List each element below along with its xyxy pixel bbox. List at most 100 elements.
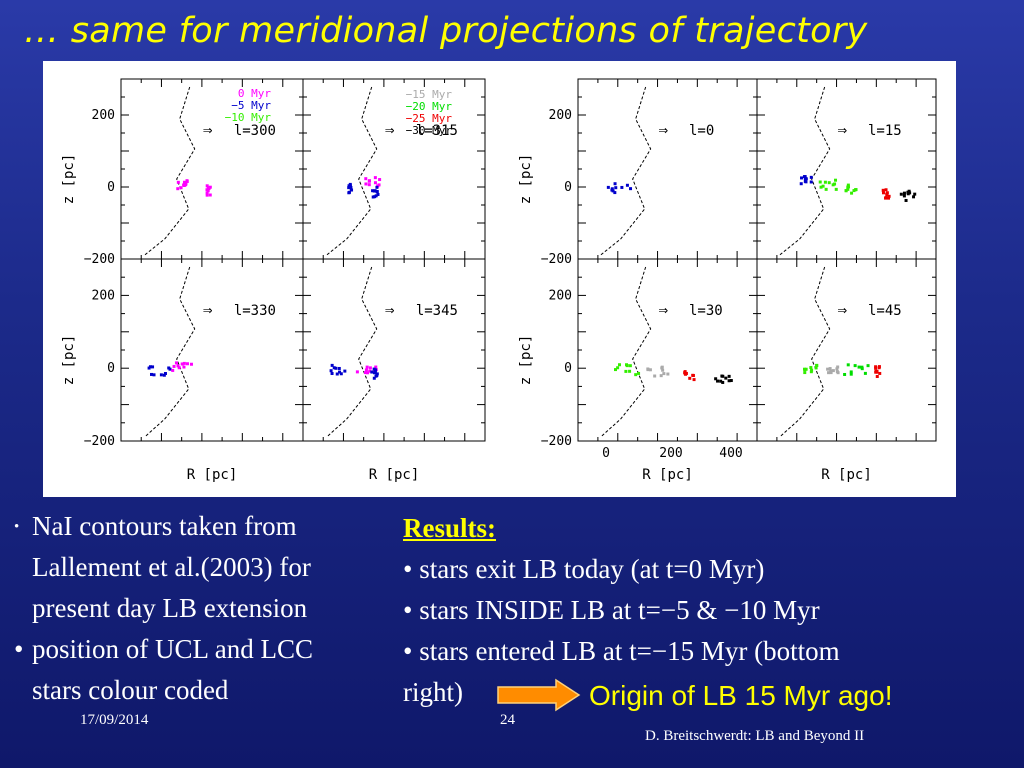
panel-label: l=300 (234, 123, 276, 139)
y-tick-label: 200 (549, 288, 572, 303)
star-point (373, 176, 377, 180)
star-point (849, 370, 853, 374)
star-point (912, 195, 916, 199)
nai-contour (144, 86, 196, 256)
star-point (176, 364, 180, 368)
star-point (338, 370, 342, 374)
star-point (844, 189, 848, 193)
star-point (815, 364, 819, 368)
star-point (162, 373, 166, 377)
star-point (180, 362, 184, 366)
star-point (205, 184, 209, 188)
star-point (616, 366, 620, 370)
panel-label: l=30 (689, 303, 723, 319)
star-point (877, 366, 881, 370)
star-point (874, 370, 878, 374)
right-arrow-icon (497, 678, 581, 712)
star-point (151, 365, 155, 369)
star-point (620, 185, 624, 189)
panel-frame (302, 78, 486, 260)
star-point (843, 372, 847, 376)
y-tick-label: 0 (564, 361, 572, 376)
star-point (904, 198, 908, 202)
panel-frame (756, 78, 937, 260)
bullet-line: Lallement et al.(2003) for (32, 552, 311, 583)
star-point (827, 371, 831, 375)
star-point (182, 361, 186, 365)
panel-label: l=15 (868, 123, 902, 139)
star-point (906, 190, 910, 194)
y-axis-label: z [pc] (61, 154, 77, 205)
star-point (613, 182, 617, 186)
star-point (373, 181, 377, 185)
star-point (800, 176, 804, 180)
star-point (653, 374, 657, 378)
result-item: • stars INSIDE LB at t=−5 & −10 Myr (403, 595, 820, 626)
star-point (364, 371, 368, 375)
nai-contour (326, 266, 378, 438)
x-tick-label: 400 (719, 446, 742, 461)
star-point (365, 365, 369, 369)
star-point (378, 178, 382, 182)
star-point (834, 187, 838, 191)
nai-contour (779, 86, 831, 256)
star-point (881, 188, 885, 192)
star-point (666, 372, 670, 376)
star-point (375, 374, 379, 378)
star-point (625, 363, 629, 367)
y-tick-label: −200 (541, 434, 572, 449)
star-point (860, 367, 864, 371)
star-point (829, 371, 833, 375)
legend-entry: −15 Myr (406, 88, 453, 101)
star-point (854, 188, 858, 192)
star-point (377, 183, 381, 187)
star-point (185, 179, 189, 183)
star-point (614, 186, 618, 190)
star-point (182, 180, 186, 184)
star-point (835, 370, 839, 374)
star-point (714, 377, 718, 381)
star-point (899, 192, 903, 196)
star-point (902, 194, 906, 198)
star-point (834, 178, 838, 182)
star-point (823, 180, 827, 184)
star-point (343, 369, 347, 373)
star-point (637, 371, 641, 375)
star-point (662, 372, 666, 376)
x-axis-label: R [pc] (821, 467, 872, 483)
star-point (375, 185, 379, 189)
star-point (850, 191, 854, 195)
star-point (332, 366, 336, 370)
star-point (836, 365, 840, 369)
star-point (371, 189, 375, 193)
star-point (852, 189, 856, 193)
star-point (167, 366, 171, 370)
star-point (659, 374, 663, 378)
star-point (349, 188, 353, 192)
y-tick-label: 200 (92, 288, 115, 303)
star-point (372, 189, 376, 193)
y-axis-label: z [pc] (61, 335, 77, 386)
panel-label: l=45 (868, 303, 902, 319)
star-point (152, 373, 156, 377)
star-point (330, 363, 334, 367)
star-point (887, 196, 891, 200)
star-point (809, 366, 813, 370)
y-axis-label: z [pc] (518, 335, 534, 386)
panel-frame (577, 258, 758, 442)
panel-label: l=315 (416, 123, 458, 139)
nai-contour (600, 266, 652, 438)
star-point (208, 193, 212, 197)
star-point (329, 369, 333, 373)
star-point (828, 367, 832, 371)
star-point (368, 366, 372, 370)
result-item: right) (403, 677, 463, 708)
panel-label: l=345 (416, 303, 458, 319)
star-point (163, 371, 167, 375)
star-point (348, 182, 352, 186)
x-axis-label: R [pc] (369, 467, 420, 483)
bullet-dot: • (14, 519, 20, 535)
star-point (205, 191, 209, 195)
star-point (874, 366, 878, 370)
nai-contour (779, 266, 831, 438)
